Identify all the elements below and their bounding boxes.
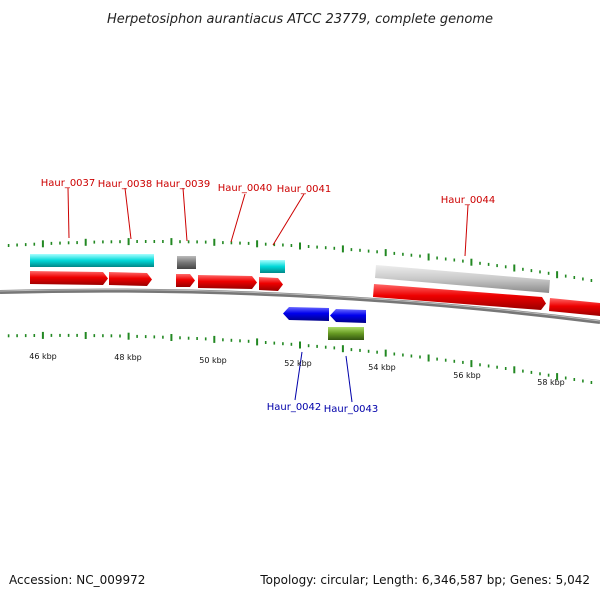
gene-leader-lines-forward xyxy=(67,187,469,257)
gene-label-haur-0039[interactable]: Haur_0039 xyxy=(156,179,211,190)
tick-label-52-kbp: 52 kbp xyxy=(284,359,312,368)
lower-tick-track xyxy=(7,331,593,384)
tick-label-50-kbp: 50 kbp xyxy=(199,356,227,365)
gene-arrow-haur-0041[interactable] xyxy=(259,277,283,291)
gene-arrow-haur-0038[interactable] xyxy=(109,272,152,286)
feature-block-cyan-1[interactable] xyxy=(30,254,154,267)
gene-arrow-haur-0042[interactable] xyxy=(283,307,329,321)
gene-label-haur-0040[interactable]: Haur_0040 xyxy=(218,183,273,194)
tick-label-54-kbp: 54 kbp xyxy=(368,363,396,372)
genome-summary-label: Topology: circular; Length: 6,346,587 bp… xyxy=(260,573,590,587)
gene-label-haur-0044[interactable]: Haur_0044 xyxy=(441,195,496,206)
gene-arrow-next[interactable] xyxy=(549,298,600,316)
tick-label-56-kbp: 56 kbp xyxy=(453,371,481,380)
feature-block-green[interactable] xyxy=(328,327,364,340)
feature-block-lightgray[interactable] xyxy=(375,265,550,293)
tick-label-48-kbp: 48 kbp xyxy=(114,353,142,362)
gene-label-haur-0043[interactable]: Haur_0043 xyxy=(324,404,379,415)
gene-arrow-haur-0040[interactable] xyxy=(198,275,257,289)
gene-arrow-haur-0039[interactable] xyxy=(176,274,195,287)
tick-label-46-kbp: 46 kbp xyxy=(29,352,57,361)
gene-label-haur-0037[interactable]: Haur_0037 xyxy=(41,178,96,189)
map-title: Herpetosiphon aurantiacus ATCC 23779, co… xyxy=(107,12,493,27)
gene-label-haur-0042[interactable]: Haur_0042 xyxy=(267,402,322,413)
gene-arrow-haur-0037[interactable] xyxy=(30,271,108,285)
upper-tick-track xyxy=(7,238,593,282)
genome-backbone xyxy=(0,288,600,324)
gene-leader-lines-reverse xyxy=(294,351,353,403)
gene-label-haur-0038[interactable]: Haur_0038 xyxy=(98,179,153,190)
gene-arrow-haur-0044[interactable] xyxy=(373,284,546,310)
tick-label-58-kbp: 58 kbp xyxy=(537,378,565,387)
gene-label-haur-0041[interactable]: Haur_0041 xyxy=(277,184,332,195)
accession-label: Accession: NC_009972 xyxy=(9,573,146,587)
gene-arrow-haur-0043[interactable] xyxy=(330,309,366,323)
feature-block-gray[interactable] xyxy=(177,256,196,269)
genome-backbone-highlight xyxy=(0,289,600,322)
feature-block-cyan-2[interactable] xyxy=(260,260,285,273)
